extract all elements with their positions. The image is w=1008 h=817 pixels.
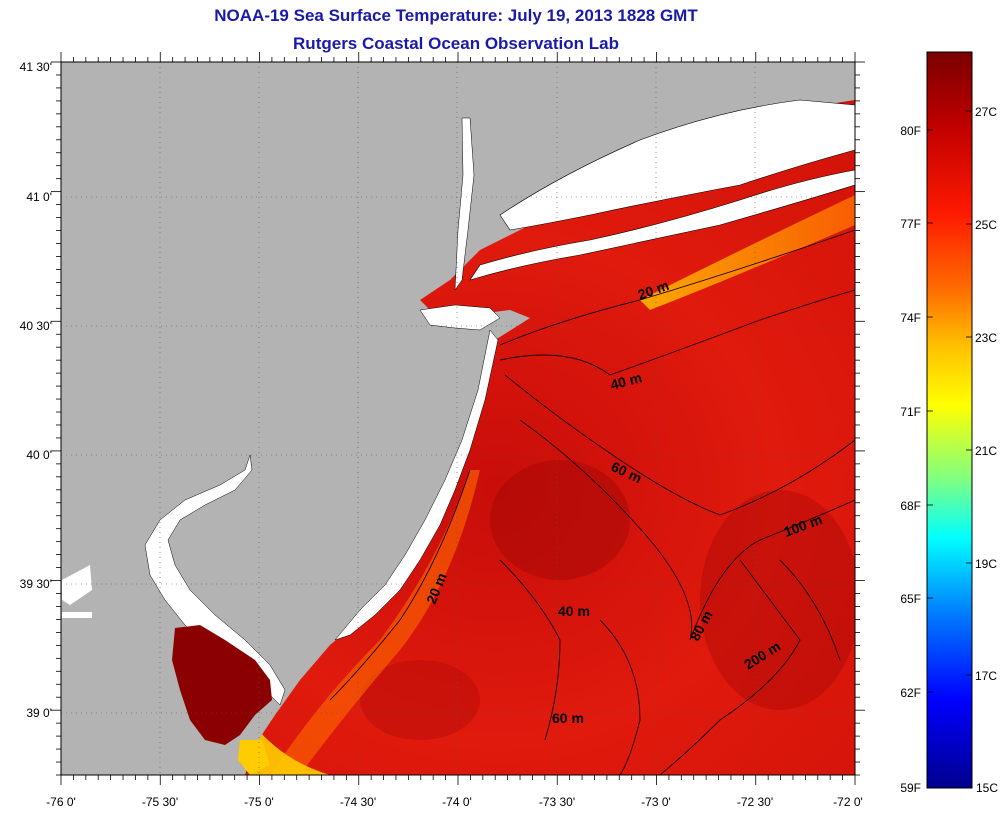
colorbar-celsius-labels: 27C 25C 23C 21C 19C 17C 15C — [975, 105, 998, 795]
warm-coastal-band — [640, 195, 855, 310]
isobath-label: 40 m — [609, 369, 644, 393]
colorbar-c-label: 15C — [976, 781, 998, 795]
colorbar-f-label: 77F — [900, 217, 921, 231]
lon-tick-label: -74 0' — [442, 795, 472, 809]
colorbar-f-label: 68F — [900, 499, 921, 513]
isobath-contours — [329, 229, 855, 775]
isobath-label: 40 m — [558, 603, 590, 619]
delaware-bay — [144, 454, 286, 706]
latitude-axis: 41 30' 41 0' 40 30' 40 0' 39 30' 39 0' — [20, 60, 52, 720]
map-title: NOAA-19 Sea Surface Temperature: July 19… — [214, 6, 698, 25]
land-mass — [61, 62, 855, 775]
lon-tick-label: -75 30' — [142, 795, 178, 809]
lon-tick-label: -72 0' — [833, 795, 863, 809]
frame-ticks — [51, 52, 865, 785]
colorbar-c-label: 25C — [975, 218, 997, 232]
colorbar-c-label: 21C — [975, 444, 997, 458]
lon-tick-label: -73 0' — [641, 795, 671, 809]
lat-tick-label: 40 30' — [20, 319, 52, 333]
lat-tick-label: 39 0' — [26, 706, 52, 720]
lat-tick-label: 41 30' — [20, 60, 52, 74]
colorbar-c-label: 19C — [975, 557, 997, 571]
colorbar-fahrenheit-labels: 80F 77F 74F 71F 68F 65F 62F 59F — [900, 124, 921, 795]
temperature-colorbar — [926, 51, 973, 789]
lat-tick-label: 40 0' — [26, 448, 52, 462]
colorbar-f-label: 65F — [900, 592, 921, 606]
lat-tick-label: 41 0' — [26, 190, 52, 204]
lon-tick-label: -75 0' — [244, 795, 274, 809]
colorbar-c-label: 17C — [975, 669, 997, 683]
colorbar-f-label: 62F — [900, 686, 921, 700]
colorbar-f-label: 80F — [900, 124, 921, 138]
lon-tick-label: -74 30' — [340, 795, 376, 809]
lon-tick-label: -73 30' — [539, 795, 575, 809]
colorbar-c-label: 27C — [975, 105, 997, 119]
colorbar-f-label: 59F — [900, 781, 921, 795]
colorbar-f-label: 74F — [900, 311, 921, 325]
bay-warm-water — [172, 625, 272, 745]
lat-tick-label: 39 30' — [20, 577, 52, 591]
lon-tick-label: -72 30' — [737, 795, 773, 809]
colorbar-c-label: 23C — [975, 331, 997, 345]
longitude-axis: -76 0' -75 30' -75 0' -74 30' -74 0' -73… — [46, 795, 863, 809]
map-subtitle: Rutgers Coastal Ocean Observation Lab — [293, 34, 619, 53]
lon-tick-label: -76 0' — [46, 795, 76, 809]
isobath-label: 60 m — [552, 710, 584, 726]
long-island — [469, 169, 855, 281]
colorbar-f-label: 71F — [900, 405, 921, 419]
